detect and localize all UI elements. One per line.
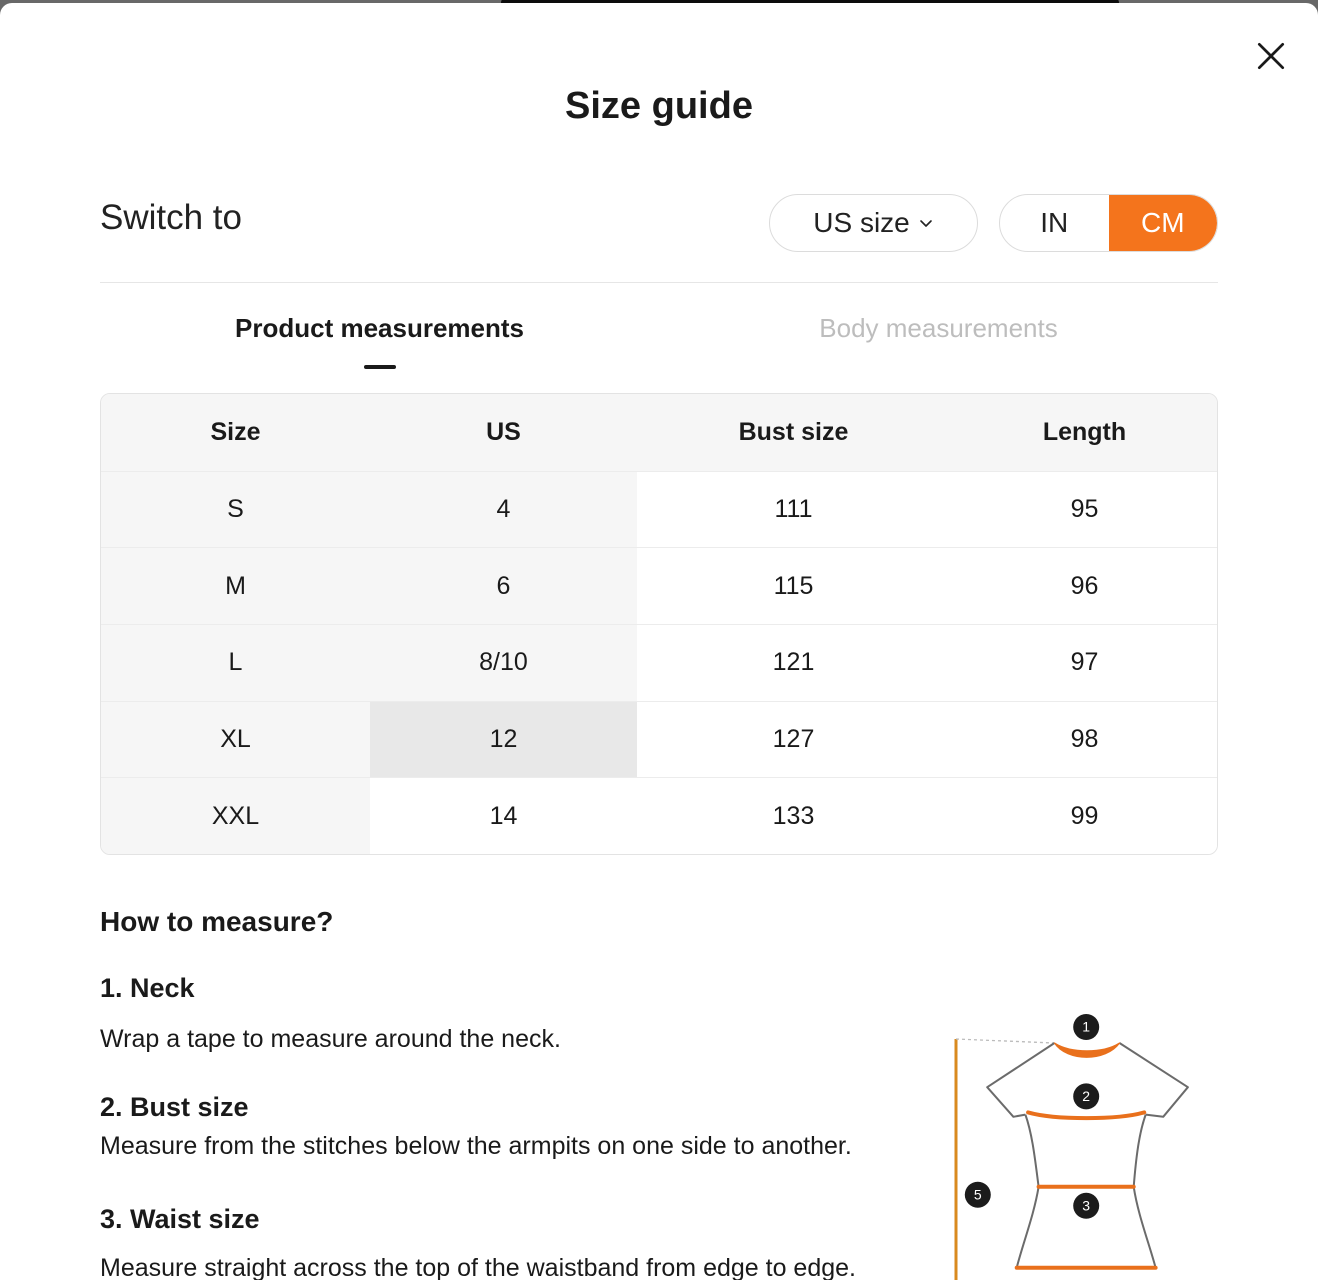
svg-text:1: 1 (1082, 1019, 1090, 1035)
svg-text:2: 2 (1082, 1088, 1090, 1104)
svg-text:3: 3 (1082, 1198, 1090, 1214)
svg-text:5: 5 (974, 1186, 982, 1202)
